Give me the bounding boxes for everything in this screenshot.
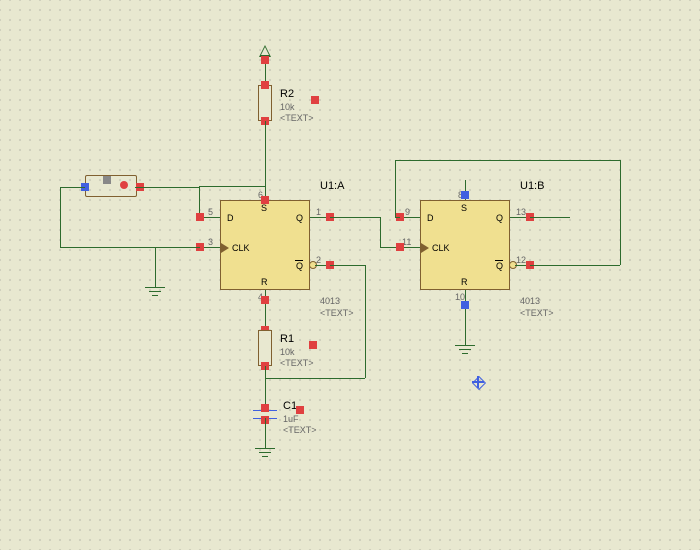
wire bbox=[620, 160, 621, 265]
wire bbox=[530, 217, 570, 218]
handle[interactable] bbox=[461, 301, 469, 309]
pin-qbar-label: Q bbox=[496, 261, 503, 271]
handle[interactable] bbox=[309, 341, 317, 349]
qbar-overline bbox=[495, 260, 503, 261]
qbar-overline bbox=[295, 260, 303, 261]
c1-value: 1uF bbox=[283, 414, 299, 424]
wire bbox=[380, 217, 381, 247]
pin-qbar-label: Q bbox=[296, 261, 303, 271]
wire bbox=[395, 217, 400, 218]
c1-ref: C1 bbox=[283, 400, 297, 412]
wire bbox=[265, 121, 266, 186]
push-button[interactable] bbox=[85, 175, 137, 197]
handle[interactable] bbox=[396, 243, 404, 251]
r1-ref: R1 bbox=[280, 333, 294, 345]
chip-u1b[interactable]: D CLK S R Q Q bbox=[420, 200, 510, 290]
handle[interactable] bbox=[103, 176, 111, 184]
wire bbox=[330, 265, 365, 266]
pin-q-label: Q bbox=[496, 213, 503, 223]
r2-ref: R2 bbox=[280, 88, 294, 100]
pin-clk-label: CLK bbox=[432, 243, 450, 253]
wire bbox=[265, 378, 365, 379]
u1a-pin5: 5 bbox=[208, 207, 213, 217]
origin-marker-icon bbox=[472, 376, 484, 388]
handle[interactable] bbox=[261, 56, 269, 64]
wire bbox=[199, 186, 265, 187]
pin-clk-label: CLK bbox=[232, 243, 250, 253]
wire bbox=[365, 265, 366, 378]
chip-u1a[interactable]: D CLK S R Q Q bbox=[220, 200, 310, 290]
c1-text: <TEXT> bbox=[283, 425, 317, 435]
pin-q-label: Q bbox=[296, 213, 303, 223]
dot-grid bbox=[0, 0, 700, 550]
wire bbox=[395, 160, 396, 217]
handle[interactable] bbox=[461, 191, 469, 199]
u1a-part: 4013 bbox=[320, 296, 340, 306]
u1a-text: <TEXT> bbox=[320, 308, 354, 318]
wire bbox=[530, 265, 620, 266]
u1b-pin13: 13 bbox=[516, 207, 526, 217]
wire bbox=[135, 187, 199, 188]
pin-s-label: S bbox=[261, 203, 267, 213]
wire bbox=[465, 320, 466, 345]
pin-s-label: S bbox=[461, 203, 467, 213]
clk-triangle-icon bbox=[421, 243, 429, 253]
handle[interactable] bbox=[261, 296, 269, 304]
handle[interactable] bbox=[261, 81, 269, 89]
wire bbox=[265, 290, 266, 320]
wire bbox=[155, 247, 156, 287]
handle[interactable] bbox=[196, 213, 204, 221]
wire bbox=[330, 217, 380, 218]
wire bbox=[60, 247, 200, 248]
pin-d-label: D bbox=[227, 213, 234, 223]
u1a-ref: U1:A bbox=[320, 180, 344, 192]
handle[interactable] bbox=[261, 404, 269, 412]
u1a-pin1: 1 bbox=[316, 207, 321, 217]
r1-value: 10k bbox=[280, 347, 295, 357]
wire bbox=[60, 187, 61, 247]
wire bbox=[60, 187, 85, 188]
pin-r-label: R bbox=[461, 277, 468, 287]
schematic-canvas[interactable]: R2 10k <TEXT> D CLK S R Q Q U1:A 4013 <T… bbox=[0, 0, 700, 550]
u1a-pin2: 2 bbox=[316, 255, 321, 265]
u1b-pin12: 12 bbox=[516, 255, 526, 265]
u1b-ref: U1:B bbox=[520, 180, 544, 192]
u1a-pin3: 3 bbox=[208, 237, 213, 247]
wire bbox=[265, 418, 266, 448]
r1-text: <TEXT> bbox=[280, 358, 314, 368]
wire bbox=[395, 160, 620, 161]
pin-r-label: R bbox=[261, 277, 268, 287]
u1b-pin9: 9 bbox=[405, 207, 410, 217]
clk-triangle-icon bbox=[221, 243, 229, 253]
r2-text: <TEXT> bbox=[280, 113, 314, 123]
pin-d-label: D bbox=[427, 213, 434, 223]
handle[interactable] bbox=[311, 96, 319, 104]
u1b-text: <TEXT> bbox=[520, 308, 554, 318]
u1b-part: 4013 bbox=[520, 296, 540, 306]
handle[interactable] bbox=[261, 196, 269, 204]
resistor-r1[interactable] bbox=[258, 330, 272, 366]
resistor-r2[interactable] bbox=[258, 85, 272, 121]
r2-value: 10k bbox=[280, 102, 295, 112]
button-indicator-icon bbox=[120, 181, 128, 189]
handle[interactable] bbox=[296, 406, 304, 414]
